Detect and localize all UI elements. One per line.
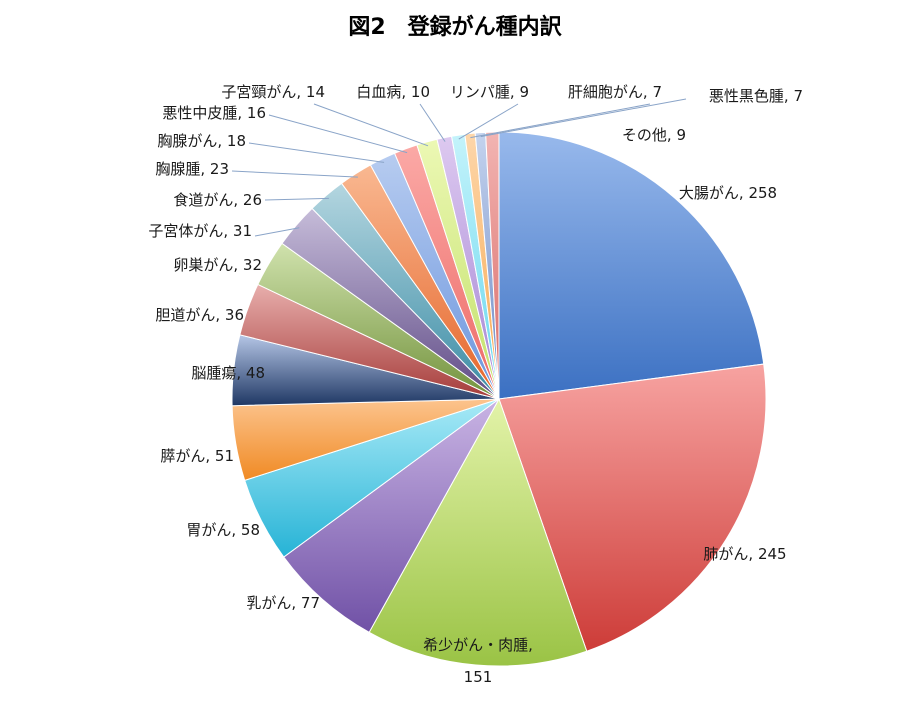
slice-label-10: 子宮体がん, 31 [148, 222, 252, 240]
chart-title: 図2 登録がん種内訳 [348, 14, 562, 40]
leader-lines [231, 98, 687, 237]
pie-slices [231, 131, 767, 667]
slice-label-13: 胸腺がん, 18 [157, 132, 246, 150]
slice-label-7: 脳腫瘍, 48 [191, 364, 265, 382]
slice-label-15: 子宮頸がん, 14 [221, 83, 325, 101]
pie-slice-3 [368, 397, 588, 667]
slice-label-14: 悪性中皮腫, 16 [162, 104, 266, 122]
slice-label-17: リンパ腫, 9 [450, 83, 529, 101]
slice-label-6: 膵がん, 51 [160, 447, 234, 465]
leader-line-19 [480, 98, 687, 138]
slice-label-1: 大腸がん, 258 [679, 184, 777, 202]
slice-label-3: 希少がん・肉腫, [423, 636, 533, 654]
leader-line-17 [458, 103, 519, 140]
slice-label-11: 食道がん, 26 [173, 191, 262, 209]
leader-line-10 [254, 227, 300, 237]
leader-line-11 [264, 197, 329, 201]
pie-slice-4 [283, 398, 500, 633]
slice-label-18: 肝細胞がん, 7 [568, 83, 662, 101]
leader-line-14 [268, 114, 408, 154]
leader-line-16 [419, 103, 446, 142]
slice-label-20: その他, 9 [622, 126, 686, 144]
leader-line-18 [470, 103, 651, 139]
slice-labels: 大腸がん, 258 肺がん, 245 希少がん・肉腫, 151 乳がん, 77 胃がん, … [148, 83, 803, 686]
slice-label-2: 肺がん, 245 [703, 545, 786, 563]
slice-label-3-value: 151 [464, 668, 493, 686]
slice-label-8: 胆道がん, 36 [155, 306, 244, 324]
slice-label-12: 胸腺腫, 23 [155, 160, 229, 178]
pie-slice-1 [498, 131, 765, 400]
leader-line-15 [313, 103, 429, 147]
pie-slice-2 [498, 363, 767, 652]
slice-label-9: 卵巣がん, 32 [173, 256, 262, 274]
slice-label-19: 悪性黒色腫, 7 [709, 87, 803, 105]
slice-label-4: 乳がん, 77 [246, 594, 320, 612]
leader-line-13 [248, 142, 385, 163]
slice-label-5: 胃がん, 58 [186, 521, 260, 539]
slice-label-16: 白血病, 10 [356, 83, 430, 101]
leader-line-12 [231, 170, 358, 178]
